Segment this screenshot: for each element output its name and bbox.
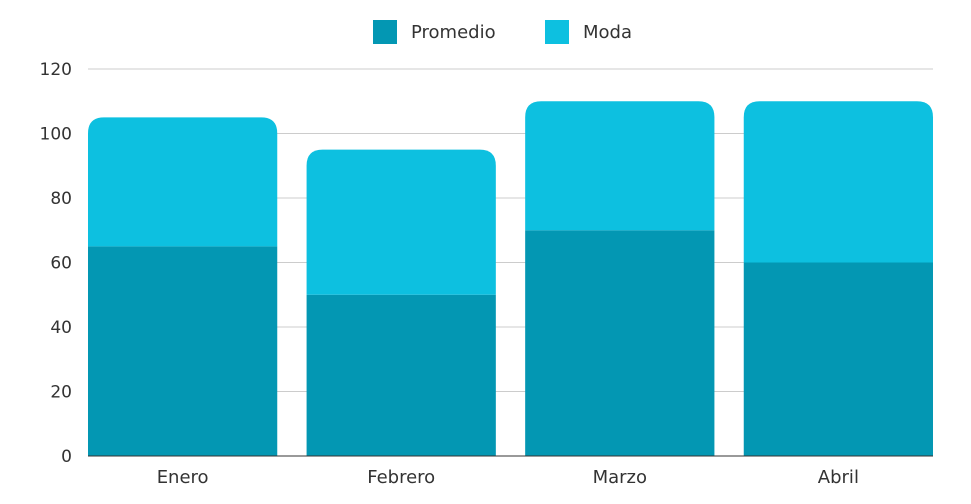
y-axis-ticks: 0 20 40 60 80 100 120 xyxy=(40,60,72,467)
legend-label: Moda xyxy=(583,22,632,43)
y-tick-label: 100 xyxy=(40,125,72,145)
legend-label: Promedio xyxy=(411,22,496,43)
bar-moda-enero xyxy=(88,117,278,247)
x-tick-label: Marzo xyxy=(593,467,647,488)
x-axis-ticks: Enero Febrero Marzo Abril xyxy=(157,467,859,488)
y-tick-label: 40 xyxy=(50,318,72,338)
x-tick-label: Enero xyxy=(157,467,209,488)
y-tick-label: 120 xyxy=(40,60,72,80)
legend-swatch xyxy=(545,20,569,44)
legend-item-promedio: Promedio xyxy=(373,20,496,44)
y-tick-label: 20 xyxy=(50,383,72,403)
bar-moda-febrero xyxy=(306,149,496,295)
y-tick-label: 0 xyxy=(61,447,72,467)
bars xyxy=(88,101,933,456)
bar-promedio-abril xyxy=(743,262,933,456)
x-tick-label: Febrero xyxy=(367,467,435,488)
y-tick-label: 60 xyxy=(50,254,72,274)
y-tick-label: 80 xyxy=(50,189,72,209)
legend-swatch xyxy=(373,20,397,44)
x-tick-label: Abril xyxy=(818,467,859,488)
legend-item-moda: Moda xyxy=(545,20,632,44)
legend: Promedio Moda xyxy=(373,20,632,44)
bar-promedio-enero xyxy=(88,246,278,456)
bar-moda-marzo xyxy=(525,101,715,231)
bar-promedio-marzo xyxy=(525,230,715,456)
bar-promedio-febrero xyxy=(306,294,496,456)
bar-moda-abril xyxy=(743,101,933,263)
